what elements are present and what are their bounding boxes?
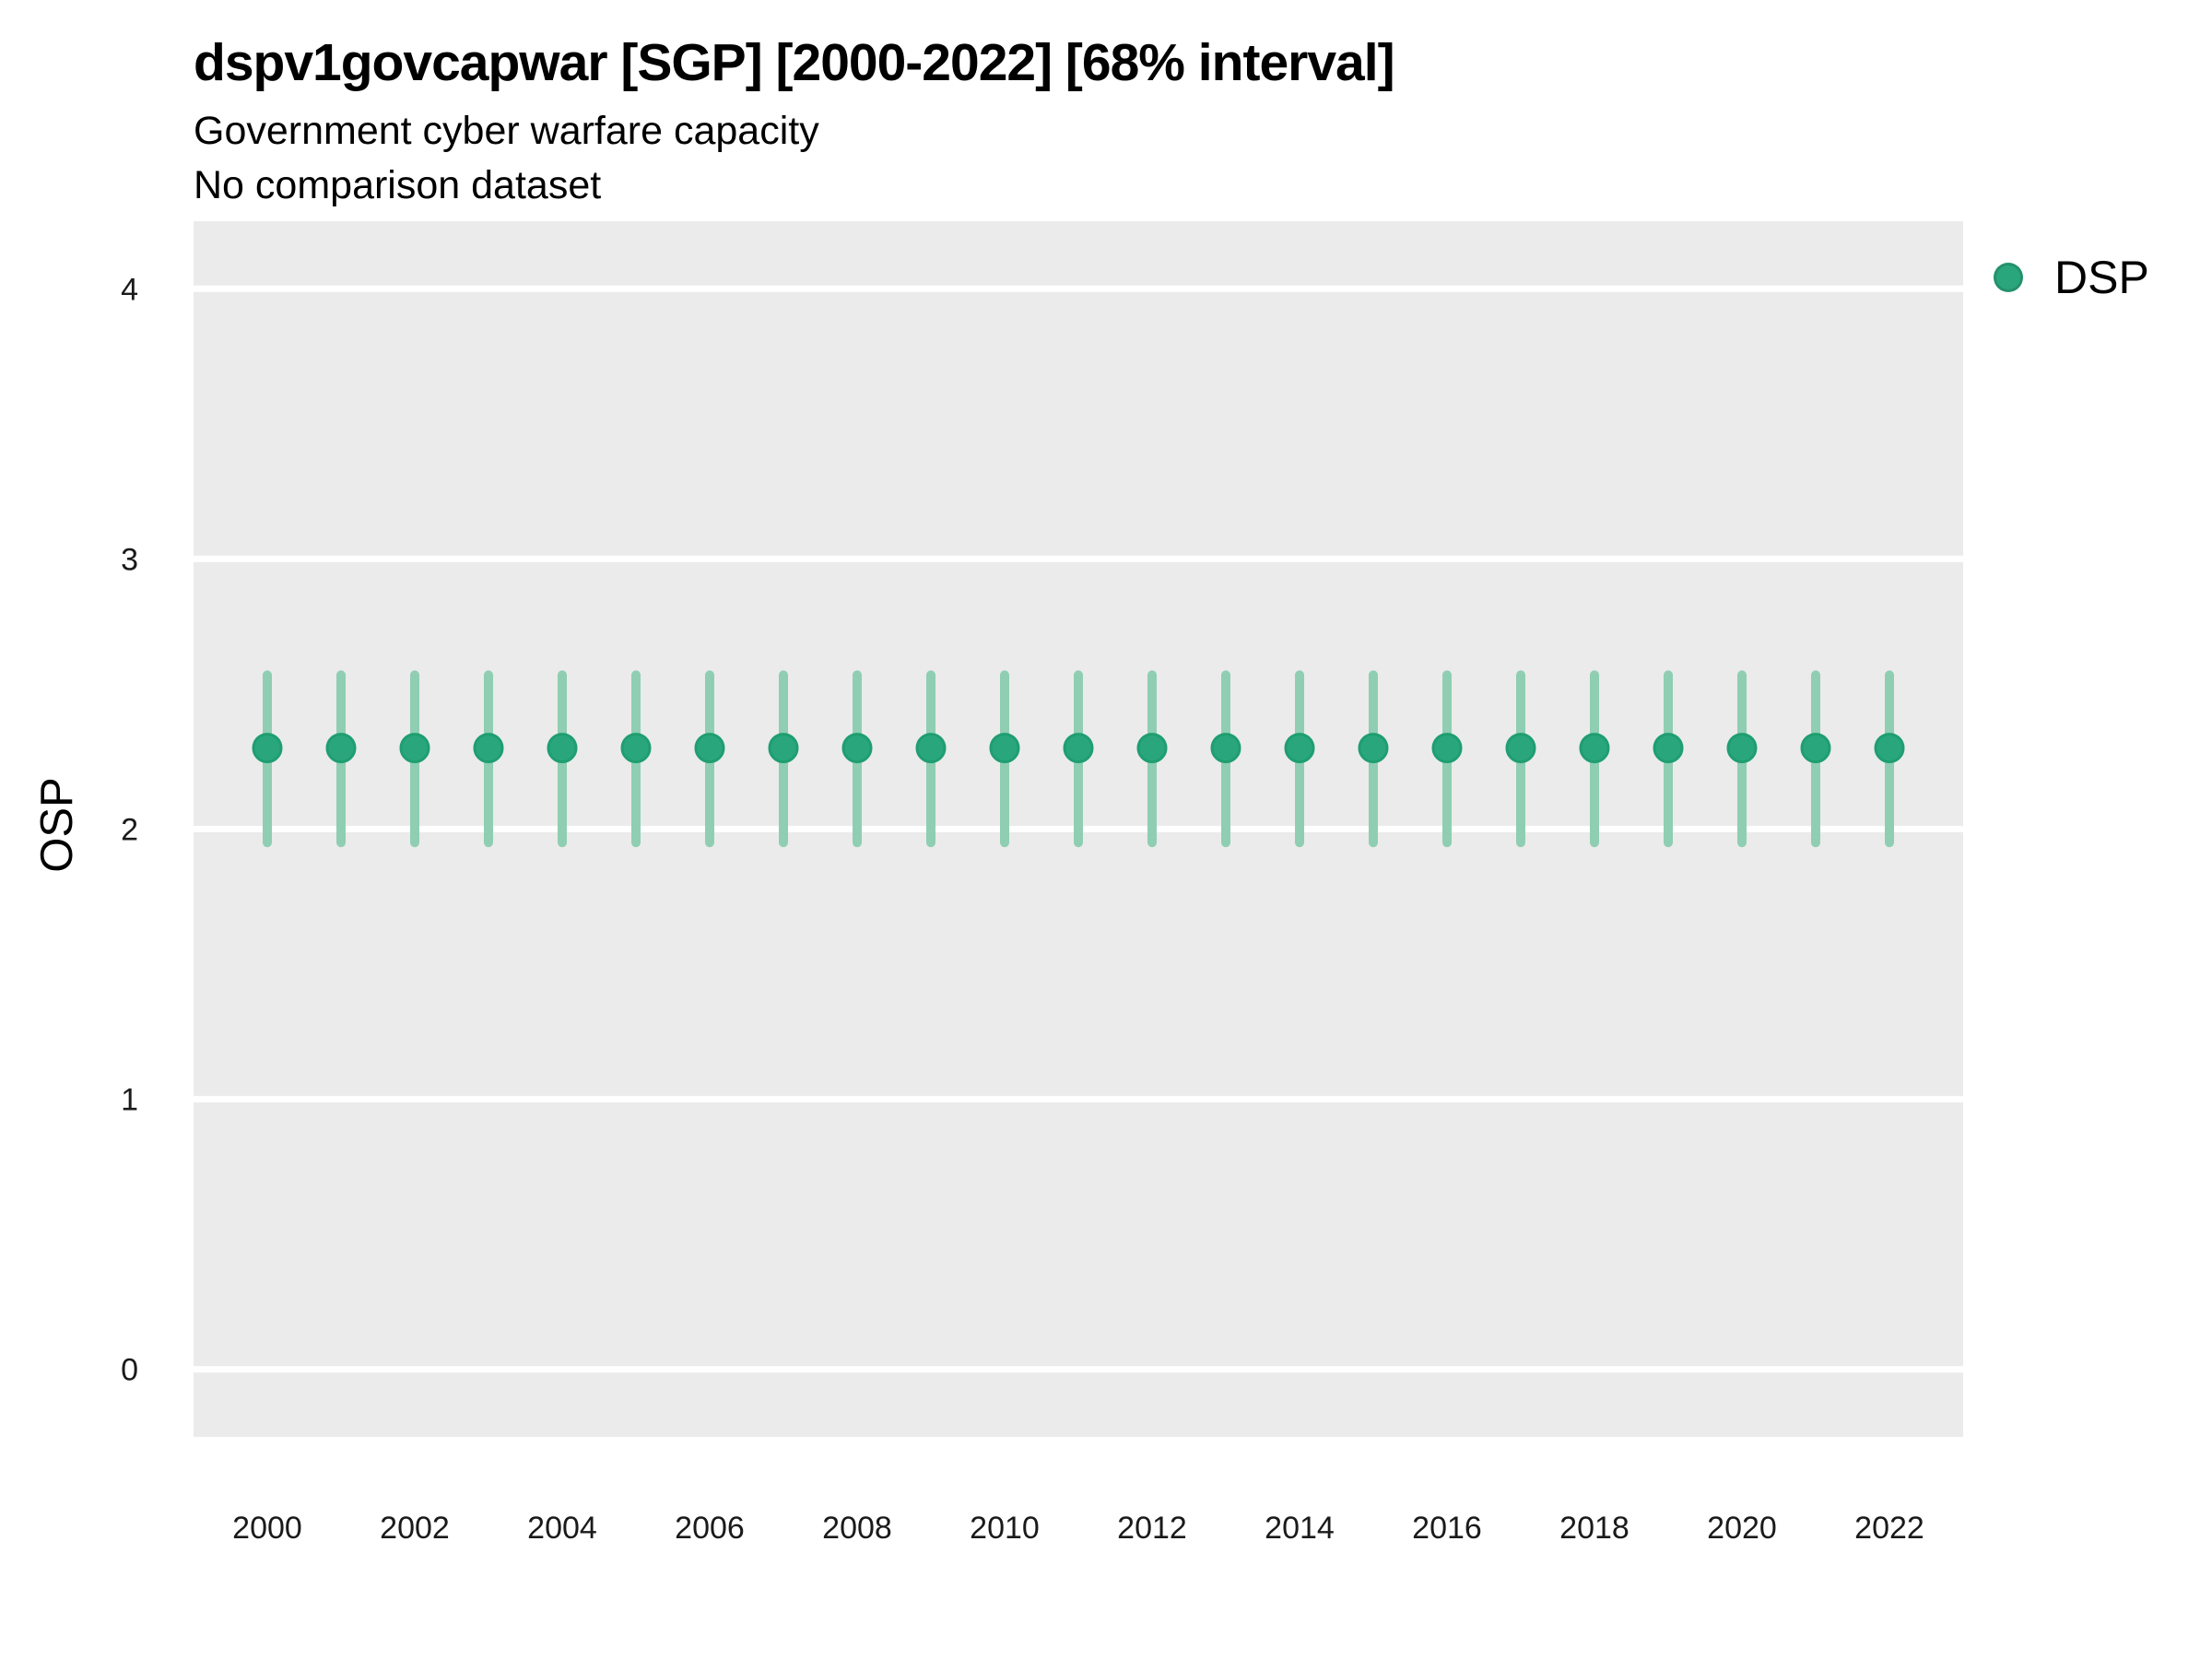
y-tick-label-2: 2 bbox=[121, 813, 138, 848]
x-tick-label-2002: 2002 bbox=[380, 1511, 450, 1546]
data-point-2005 bbox=[620, 733, 652, 764]
data-point-2009 bbox=[915, 733, 947, 764]
y-axis-label: OSP bbox=[32, 777, 82, 873]
x-tick-label-2008: 2008 bbox=[822, 1511, 892, 1546]
x-tick-label-2022: 2022 bbox=[1854, 1511, 1924, 1546]
data-point-2015 bbox=[1358, 733, 1389, 764]
data-point-2003 bbox=[473, 733, 504, 764]
data-point-2010 bbox=[989, 733, 1020, 764]
data-point-2006 bbox=[694, 733, 725, 764]
x-tick-label-2014: 2014 bbox=[1265, 1511, 1335, 1546]
data-point-2021 bbox=[1800, 733, 1831, 764]
data-point-2020 bbox=[1726, 733, 1758, 764]
y-tick-label-3: 3 bbox=[121, 542, 138, 577]
chart-subtitle: Government cyber warfare capacity bbox=[194, 109, 819, 153]
data-point-2013 bbox=[1210, 733, 1241, 764]
chart-title: dspv1govcapwar [SGP] [2000-2022] [68% in… bbox=[194, 33, 1395, 92]
data-point-2008 bbox=[841, 733, 873, 764]
data-point-2018 bbox=[1579, 733, 1610, 764]
data-point-2016 bbox=[1431, 733, 1463, 764]
chart-header: dspv1govcapwar [SGP] [2000-2022] [68% in… bbox=[194, 33, 1395, 207]
y-tick-label-1: 1 bbox=[121, 1083, 138, 1118]
data-point-2014 bbox=[1284, 733, 1315, 764]
x-tick-label-2004: 2004 bbox=[527, 1511, 597, 1546]
chart-comparison-note: No comparison dataset bbox=[194, 163, 602, 207]
data-point-2022 bbox=[1874, 733, 1905, 764]
legend-marker-circle-icon bbox=[1994, 263, 2023, 292]
x-tick-label-2018: 2018 bbox=[1559, 1511, 1630, 1546]
x-tick-label-2006: 2006 bbox=[675, 1511, 745, 1546]
legend: DSP bbox=[1994, 254, 2149, 300]
data-point-2002 bbox=[399, 733, 430, 764]
data-point-2017 bbox=[1505, 733, 1536, 764]
y-tick-label-0: 0 bbox=[121, 1353, 138, 1388]
data-point-2001 bbox=[325, 733, 357, 764]
x-tick-label-2010: 2010 bbox=[970, 1511, 1040, 1546]
data-point-2019 bbox=[1653, 733, 1684, 764]
data-point-2012 bbox=[1136, 733, 1168, 764]
data-point-2011 bbox=[1063, 733, 1094, 764]
data-point-2004 bbox=[547, 733, 578, 764]
x-tick-label-2016: 2016 bbox=[1412, 1511, 1482, 1546]
x-tick-label-2000: 2000 bbox=[232, 1511, 302, 1546]
data-point-2007 bbox=[768, 733, 799, 764]
legend-label-dsp: DSP bbox=[2054, 252, 2149, 303]
x-tick-label-2012: 2012 bbox=[1117, 1511, 1187, 1546]
y-tick-label-4: 4 bbox=[121, 272, 138, 307]
data-point-2000 bbox=[252, 733, 283, 764]
x-tick-label-2020: 2020 bbox=[1707, 1511, 1777, 1546]
